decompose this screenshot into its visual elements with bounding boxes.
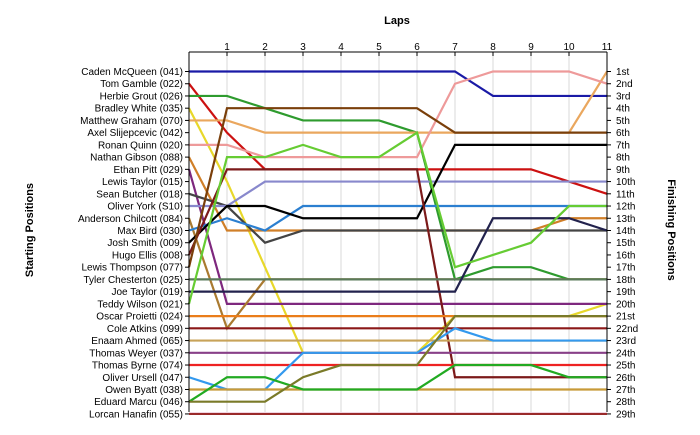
finishing-label: 20th [616,299,635,310]
finishing-label: 19th [616,287,635,298]
axis-layer: 1 2 3 4 5 6 7 8 9 10 11 Caden McQueen (041)Tom Gamb… [78,42,638,420]
finishing-label: 10th [616,177,635,188]
finishing-label: 8th [616,153,630,164]
series-line [189,180,607,208]
series-line [188,327,607,391]
lap-tick-label: 8 [490,42,496,53]
lap-tick-label: 6 [414,42,420,53]
starting-label: Josh Smith (009) [107,238,183,249]
series-line [189,94,607,281]
starting-label: Enaam Ahmed (065) [91,336,183,347]
series-line [189,315,607,403]
finishing-label: 25th [616,361,635,372]
finishing-label: 24th [616,348,635,359]
starting-label: Bradley White (035) [95,104,183,115]
series-line [188,83,608,195]
finishing-label: 5th [616,116,630,127]
finishing-label: 7th [616,140,630,151]
lap-tick-label: 10 [563,42,575,53]
finishing-label: 13th [616,214,635,225]
series-line [187,168,607,379]
chart-title: Laps [384,15,410,27]
starting-label: Oscar Proietti (024) [96,312,183,323]
series-line [189,70,608,134]
finishing-label: 1st [616,67,630,78]
finishing-label: 21st [616,312,635,323]
series-line [189,217,608,293]
starting-label: Axel Slijepcevic (042) [87,128,183,139]
starting-label: Matthew Graham (070) [80,116,183,127]
finishing-label: 26th [616,373,635,384]
grid-lines [188,52,608,412]
finishing-label: 27th [616,385,635,396]
starting-label: Anderson Chilcott (084) [78,214,183,225]
finishing-label: 15th [616,238,635,249]
finishing-label: 3rd [616,91,630,102]
starting-label: Lewis Thompson (077) [81,263,183,274]
lap-tick-label: 5 [376,42,382,53]
starting-label: Teddy Wilson (021) [97,299,183,310]
starting-label: Lorcan Hanafin (055) [89,409,183,420]
finishing-label: 23rd [616,336,636,347]
finishing-label: 17th [616,263,635,274]
series-line [188,143,607,244]
finishing-label: 29th [616,409,635,420]
starting-label: Cole Atkins (099) [107,324,183,335]
starting-label: Lewis Taylor (015) [102,177,183,188]
starting-label: Thomas Weyer (037) [89,348,183,359]
y-axis-title-right: Finishing Positions [665,179,677,280]
finishing-label: 16th [616,250,635,261]
starting-label: Oliver Ursell (047) [102,373,183,384]
starting-label: Tyler Chesterton (025) [84,275,184,286]
series-line [187,169,607,305]
lap-tick-label: 3 [300,42,306,53]
series-line [188,363,607,403]
series-layer [187,70,608,416]
series-line [188,192,607,244]
lap-tick-label: 7 [452,42,458,53]
starting-label: Caden McQueen (041) [81,67,183,78]
series-line [188,204,607,232]
lap-tick-label: 4 [338,42,344,53]
series-line [187,107,607,268]
starting-label: Eduard Marcu (046) [94,397,183,408]
series-line [188,156,607,232]
lap-tick-label: 11 [602,42,613,53]
finishing-label: 22nd [616,324,638,335]
starting-label: Ethan Pitt (029) [114,165,183,176]
finishing-label: 12th [616,202,635,213]
starting-label: Ronan Quinn (020) [98,140,183,151]
starting-label: Oliver York (S10) [107,202,183,213]
starting-label: Owen Byatt (038) [105,385,183,396]
starting-label: Hugo Ellis (008) [112,250,183,261]
starting-label: Max Bird (030) [117,226,183,237]
finishing-label: 9th [616,165,630,176]
finishing-label: 2nd [616,79,633,90]
starting-label: Nathan Gibson (088) [90,153,183,164]
finishing-label: 11th [616,189,635,200]
finishing-label: 14th [616,226,635,237]
finishing-label: 28th [616,397,635,408]
starting-label: Joe Taylor (019) [111,287,183,298]
finishing-label: 6th [616,128,630,139]
series-line [187,130,607,305]
starting-label: Sean Butcher (018) [96,189,183,200]
series-line [189,70,608,159]
y-axis-title-left: Starting Positions [24,183,36,277]
finishing-label: 18th [616,275,635,286]
lap-tick-label: 1 [224,42,230,53]
lap-tick-label: 2 [262,42,268,53]
lap-tick-label: 9 [528,42,534,53]
series-line [189,70,607,98]
starting-label: Thomas Byrne (074) [92,361,183,372]
finishing-label: 4th [616,104,630,115]
starting-label: Herbie Grout (026) [100,91,183,102]
starting-label: Tom Gamble (022) [100,79,183,90]
